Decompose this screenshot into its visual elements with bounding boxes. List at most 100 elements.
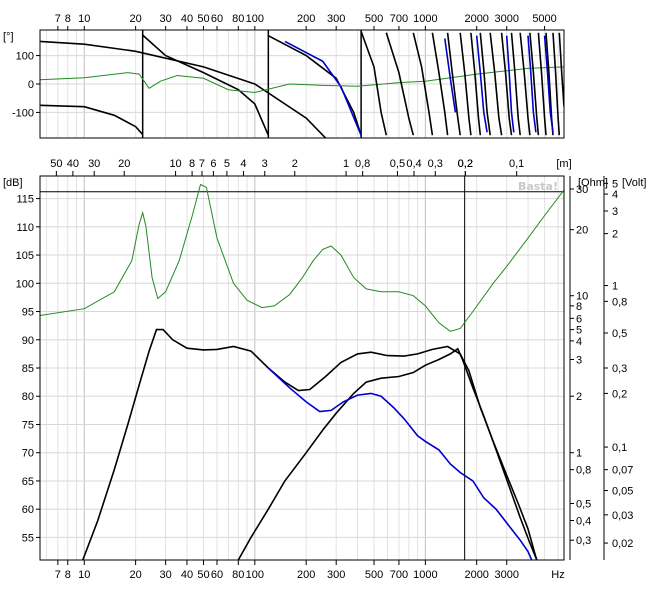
wavelength-tick-label: 7 [199,158,205,170]
spl-y-tick-label: 90 [22,335,34,347]
phase-x-tick-label: 100 [246,13,264,25]
spl-y-tick-label: 95 [22,307,34,319]
wavelength-tick-label: 40 [67,158,79,170]
phase-series-13 [479,32,491,136]
spl-x-tick-label: 100 [246,569,264,581]
phase-y-tick-label: 100 [16,51,34,63]
phase-series-1 [40,104,144,136]
phase-series-12 [470,32,482,136]
spl-x-tick-label: 500 [365,569,383,581]
phase-series-15 [500,32,513,136]
phase-series-9 [431,32,449,136]
phase-x-tick-label: 50 [197,13,209,25]
phase-series-4 [284,40,362,136]
phase-series-21 [552,32,561,136]
phase-series-26 [527,35,537,133]
spl-x-tick-label: 200 [297,569,315,581]
phase-y-tick-label: 0 [28,79,34,91]
wavelength-tick-label: 2 [292,158,298,170]
volt-tick-label: 0,5 [612,328,627,340]
volt-tick-label: 0,2 [612,388,627,400]
phase-series-11 [459,32,472,136]
phase-x-tick-label: 200 [297,13,315,25]
ohm-tick-label: 1 [576,448,582,460]
phase-series-25 [505,35,515,133]
volt-tick-label: 0,07 [612,465,633,477]
spl-x-tick-label: 40 [181,569,193,581]
wavelength-unit-label: [m] [556,158,571,170]
volt-tick-label: 0,03 [612,510,633,522]
wavelength-tick-label: 0,3 [428,158,443,170]
volt-tick-label: 0,3 [612,363,627,375]
phase-series-8 [412,32,434,136]
spl-x-unit-label: Hz [551,569,564,581]
ohm-tick-label: 5 [576,325,582,337]
wavelength-tick-label: 0,1 [509,158,524,170]
phase-x-tick-label: 20 [129,13,141,25]
spl-y-tick-label: 65 [22,476,34,488]
wavelength-tick-label: 3 [262,158,268,170]
phase-y-axis-label: [°] [3,31,14,43]
volt-tick-label: 4 [612,189,618,201]
spl-x-tick-label: 8 [65,569,71,581]
spl-series-3 [267,367,533,560]
phase-x-tick-label: 700 [390,13,408,25]
spl-x-tick-label: 50 [197,569,209,581]
volt-tick-label: 3 [612,206,618,218]
wavelength-tick-label: 0,2 [458,158,473,170]
volt-unit-label: [Volt] [622,177,646,189]
spl-panel: Basta!7 8 10 20 30 40 50 60 80 100 200 300 500 700 100… [3,158,646,581]
ohm-tick-label: 10 [576,291,588,303]
wavelength-tick-label: 8 [189,158,195,170]
wavelength-tick-label: 6 [210,158,216,170]
wavelength-tick-label: 0,5 [390,158,405,170]
ohm-tick-label: 8 [576,301,582,313]
phase-series-3 [267,34,362,136]
spl-x-tick-label: 80 [232,569,244,581]
ohm-tick-label: 30 [576,184,588,196]
wavelength-tick-label: 0,2 [458,158,473,170]
spl-y-tick-label: 80 [22,391,34,403]
ohm-tick-label: 20 [576,225,588,237]
phase-series-6 [360,31,388,136]
spl-y-tick-label: 60 [22,504,34,516]
phase-series-7 [385,32,415,136]
phase-series-16 [510,32,521,136]
ohm-tick-label: 0,3 [576,535,591,547]
ohm-tick-label: 0,4 [576,515,591,527]
phase-x-tick-label: 500 [365,13,383,25]
phase-series-22 [558,32,564,107]
phase-x-tick-label: 80 [232,13,244,25]
phase-series-2 [142,34,270,136]
volt-tick-label: 0,1 [612,442,627,454]
phase-series-14 [489,32,503,136]
phase-x-tick-label: 300 [327,13,345,25]
wavelength-tick-label: 20 [118,158,130,170]
wavelength-tick-label: 0,4 [406,158,421,170]
volt-tick-label: 5 [612,178,618,190]
ohm-tick-label: 6 [576,313,582,325]
wavelength-tick-label: 4 [240,158,246,170]
spl-x-tick-label: 3000 [494,569,518,581]
phase-series-17 [519,32,531,136]
volt-tick-label: 0,8 [612,296,627,308]
ohm-tick-label: 4 [576,336,582,348]
volt-tick-label: 1 [612,281,618,293]
spl-x-tick-label: 2000 [464,569,488,581]
phase-x-tick-label: 60 [211,13,223,25]
ohm-unit-label: [Ohm] [578,177,608,189]
phase-series-24 [475,35,488,133]
spl-y-axis-label: [dB] [3,177,23,189]
phase-series-18 [529,32,540,136]
spl-y-tick-label: 55 [22,532,34,544]
spl-y-tick-label: 105 [16,250,34,262]
spl-y-tick-label: 85 [22,363,34,375]
spl-x-tick-label: 10 [78,569,90,581]
ohm-tick-label: 3 [576,355,582,367]
phase-x-tick-label: 7 [55,13,61,25]
phase-x-tick-label: 3000 [494,13,518,25]
phase-x-tick-label: 5000 [532,13,556,25]
ohm-tick-label: 2 [576,391,582,403]
phase-x-tick-label: 30 [160,13,172,25]
